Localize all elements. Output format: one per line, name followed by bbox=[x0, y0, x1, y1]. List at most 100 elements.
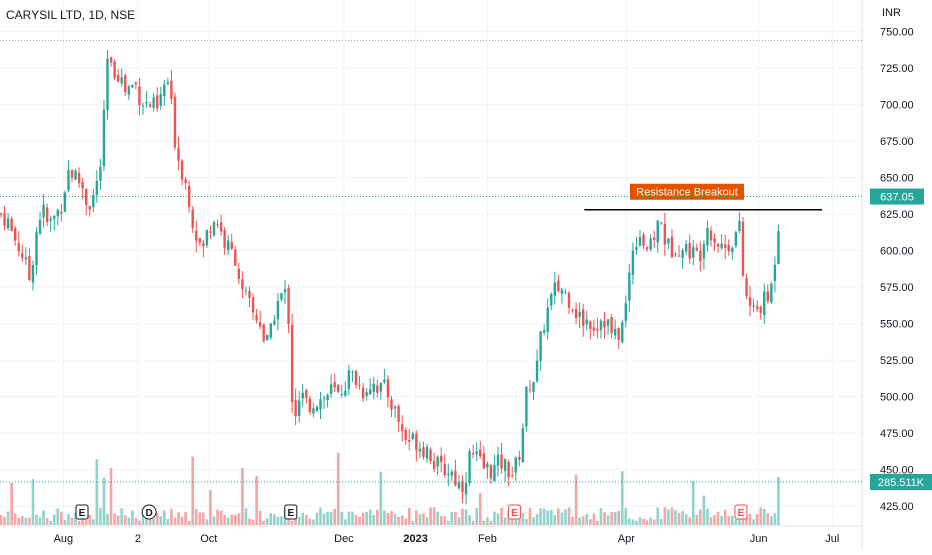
volume-bar bbox=[397, 516, 400, 525]
x-tick-label: 2 bbox=[135, 533, 141, 545]
candle-body bbox=[464, 483, 468, 495]
volume-bar bbox=[617, 510, 620, 525]
candle-body bbox=[383, 379, 386, 383]
volume-bar bbox=[702, 495, 706, 525]
candle-body bbox=[628, 272, 631, 301]
volume-bar bbox=[386, 513, 390, 525]
candle-body bbox=[35, 232, 38, 266]
volume-bar bbox=[248, 518, 251, 525]
candle-body bbox=[0, 213, 3, 215]
candle-body bbox=[266, 334, 269, 341]
candle-body bbox=[617, 327, 620, 340]
volume-bar bbox=[10, 483, 13, 525]
volume-bar bbox=[691, 481, 695, 525]
candle-body bbox=[766, 291, 769, 302]
candle-body bbox=[567, 292, 571, 308]
last-volume-label: 285.511K bbox=[878, 477, 925, 489]
candle-body bbox=[109, 57, 113, 63]
volume-bar bbox=[354, 514, 358, 525]
candle-body bbox=[333, 382, 336, 388]
candle-body bbox=[663, 223, 667, 245]
volume-bar bbox=[28, 517, 31, 525]
volume-bar bbox=[496, 513, 500, 525]
candle-body bbox=[85, 189, 88, 205]
candle-body bbox=[74, 170, 77, 180]
candle-body bbox=[443, 464, 446, 476]
volume-bar bbox=[35, 514, 38, 525]
candle-body bbox=[702, 244, 706, 259]
volume-bar bbox=[326, 511, 329, 525]
volume-bar bbox=[280, 516, 283, 525]
candle-body bbox=[411, 433, 414, 440]
candle-body bbox=[684, 243, 688, 252]
candle-body bbox=[429, 449, 432, 462]
candle-body bbox=[195, 230, 198, 241]
volume-bar bbox=[429, 507, 432, 525]
candle-body bbox=[10, 218, 13, 231]
candle-body bbox=[369, 389, 372, 395]
x-tick-label: Jul bbox=[825, 533, 839, 545]
volume-bar bbox=[38, 517, 42, 525]
candle-body bbox=[365, 392, 368, 397]
volume-bar bbox=[383, 510, 386, 525]
volume-bar bbox=[734, 519, 738, 525]
volume-bar bbox=[13, 513, 17, 525]
volume-bar bbox=[230, 514, 234, 525]
y-tick-label: 575.00 bbox=[880, 282, 914, 294]
candle-body bbox=[148, 104, 152, 107]
volume-bar bbox=[468, 515, 471, 525]
candle-body bbox=[585, 319, 588, 325]
candle-body bbox=[518, 457, 521, 460]
candle-body bbox=[28, 255, 31, 280]
candle-body bbox=[42, 204, 45, 218]
candle-body bbox=[159, 94, 162, 106]
volume-bar bbox=[212, 516, 216, 525]
volume-bar bbox=[762, 508, 766, 525]
event-marker-label: E bbox=[511, 508, 518, 519]
volume-bar bbox=[258, 510, 262, 525]
candle-body bbox=[734, 232, 738, 247]
candle-body bbox=[305, 389, 308, 399]
volume-bar bbox=[684, 514, 688, 525]
volume-bar bbox=[475, 507, 478, 525]
candle-body bbox=[599, 320, 603, 331]
volume-bar bbox=[155, 512, 159, 525]
volume-bar bbox=[358, 516, 361, 525]
candle-body bbox=[624, 303, 627, 321]
candle-body bbox=[81, 181, 84, 189]
candle-body bbox=[716, 244, 720, 247]
volume-bar bbox=[84, 519, 88, 525]
candle-body bbox=[578, 312, 581, 317]
candle-body bbox=[344, 390, 347, 396]
volume-bar bbox=[315, 512, 319, 525]
volume-bar bbox=[74, 512, 77, 525]
volume-bar bbox=[379, 471, 383, 525]
volume-bar bbox=[99, 508, 102, 525]
volume-bar bbox=[42, 510, 45, 525]
candle-body bbox=[532, 381, 535, 392]
y-tick-label: 525.00 bbox=[880, 355, 914, 367]
volume-bar bbox=[471, 520, 475, 525]
y-tick-label: 600.00 bbox=[880, 246, 914, 258]
volume-bar bbox=[525, 518, 528, 525]
y-tick-label: 650.00 bbox=[880, 173, 914, 185]
volume-bar bbox=[528, 507, 532, 525]
candle-body bbox=[198, 238, 201, 243]
candle-body bbox=[255, 314, 258, 321]
candle-body bbox=[248, 290, 251, 298]
candle-body bbox=[191, 209, 194, 228]
volume-bar bbox=[560, 512, 564, 525]
candle-body bbox=[145, 102, 148, 104]
candle-body bbox=[219, 222, 223, 232]
volume-bar bbox=[699, 509, 702, 525]
volume-bar bbox=[457, 517, 461, 525]
candle-body bbox=[471, 453, 475, 455]
volume-bar bbox=[624, 508, 628, 525]
volume-bar bbox=[674, 510, 677, 525]
volume-bar bbox=[276, 516, 280, 525]
volume-bar bbox=[660, 518, 663, 525]
volume-bar bbox=[226, 517, 230, 525]
volume-bar bbox=[638, 517, 642, 525]
